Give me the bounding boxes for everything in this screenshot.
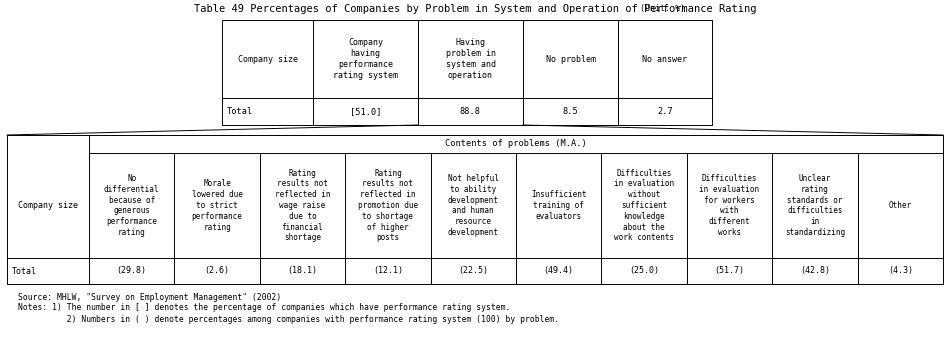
Text: Rating
results not
reflected in
promotion due
to shortage
of higher
posts: Rating results not reflected in promotio… [358,169,418,242]
Text: Difficulties
in evaluation
for workers
with
different
works: Difficulties in evaluation for workers w… [699,174,760,237]
Text: Company size: Company size [18,201,78,210]
Text: Total: Total [227,107,254,116]
Text: Morale
lowered due
to strict
performance
rating: Morale lowered due to strict performance… [192,180,242,232]
Text: Having
problem in
system and
operation: Having problem in system and operation [446,38,496,80]
Text: (25.0): (25.0) [629,266,659,276]
Text: (49.4): (49.4) [543,266,574,276]
Text: No
differential
because of
generous
performance
rating: No differential because of generous perf… [104,174,160,237]
Text: Company
having
performance
rating system: Company having performance rating system [333,38,398,80]
Text: No problem: No problem [545,54,596,64]
Text: (22.5): (22.5) [458,266,488,276]
Text: Difficulties
in evaluation
without
sufficient
knowledge
about the
work contents: Difficulties in evaluation without suffi… [614,169,674,242]
Text: 2.7: 2.7 [657,107,673,116]
Text: (18.1): (18.1) [288,266,317,276]
Text: (12.1): (12.1) [373,266,403,276]
Text: (51.7): (51.7) [714,266,745,276]
Text: Total: Total [12,266,37,276]
Text: (42.8): (42.8) [800,266,830,276]
Text: Notes: 1) The number in [ ] denotes the percentage of companies which have perfo: Notes: 1) The number in [ ] denotes the … [18,303,510,313]
Text: Contents of problems (M.A.): Contents of problems (M.A.) [446,140,587,148]
Bar [7,135,943,284]
Text: 8.5: 8.5 [562,107,579,116]
Text: Company size: Company size [238,54,297,64]
Text: [51.0]: [51.0] [350,107,381,116]
Text: 2) Numbers in ( ) denote percentages among companies with performance rating sys: 2) Numbers in ( ) denote percentages amo… [18,315,560,324]
Text: Unclear
rating
standards or
difficulties
in
standardizing: Unclear rating standards or difficulties… [785,174,845,237]
Text: Other: Other [889,201,912,210]
Text: Table 49 Percentages of Companies by Problem in System and Operation of Performa: Table 49 Percentages of Companies by Pro… [194,4,756,14]
Text: Not helpful
to ability
development
and human
resource
development: Not helpful to ability development and h… [447,174,499,237]
Text: (29.8): (29.8) [117,266,146,276]
Text: (Unit: %): (Unit: %) [639,3,685,13]
Text: 88.8: 88.8 [460,107,481,116]
Text: No answer: No answer [642,54,688,64]
Text: Insufficient
training of
evaluators: Insufficient training of evaluators [531,190,586,221]
Bar [222,20,712,125]
Text: Source: MHLW, "Survey on Employment Management" (2002): Source: MHLW, "Survey on Employment Mana… [18,292,281,302]
Text: Rating
results not
reflected in
wage raise
due to
financial
shortage: Rating results not reflected in wage rai… [275,169,331,242]
Text: (4.3): (4.3) [888,266,913,276]
Text: (2.6): (2.6) [204,266,230,276]
